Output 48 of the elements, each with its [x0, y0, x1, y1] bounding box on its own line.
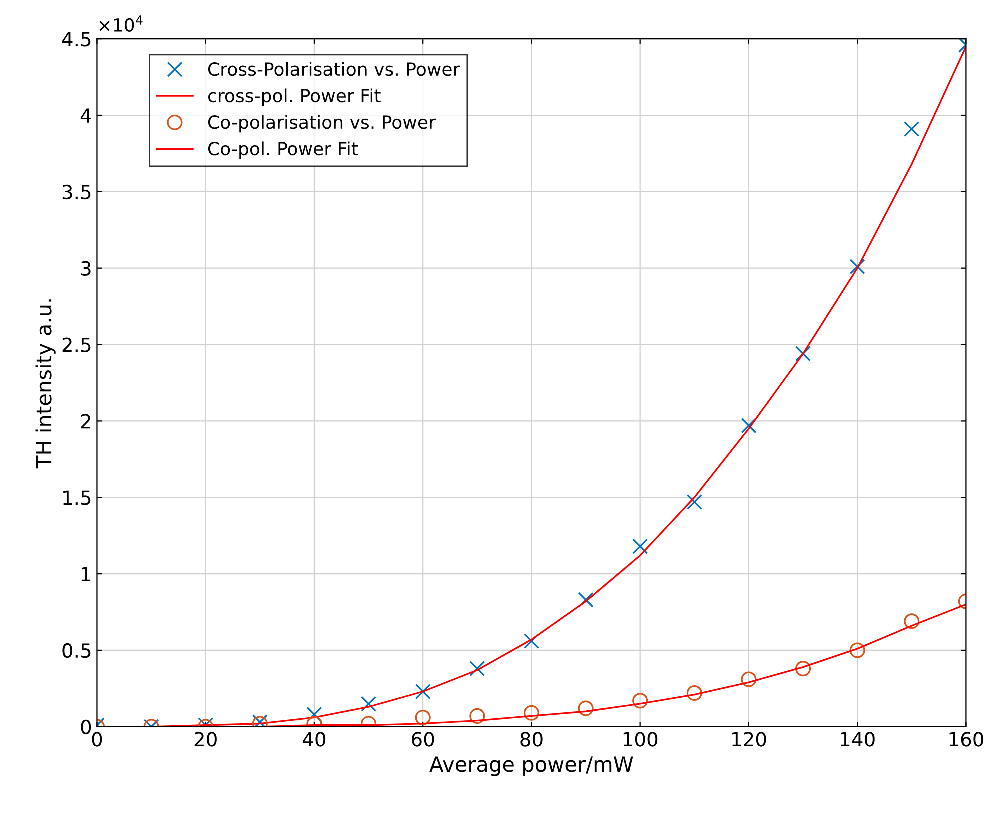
y-tick-label: 2.5 [62, 338, 91, 352]
x-tick-label: 80 [520, 732, 543, 747]
x-axis-title: Average power/mW [430, 756, 634, 776]
point [632, 538, 648, 554]
y-tick-label: 1 [82, 567, 91, 582]
point [578, 700, 594, 716]
y-tick-label: 4.5 [62, 32, 91, 47]
point [470, 661, 486, 677]
y-tick-label: 0 [81, 720, 92, 735]
y-tick-label: 0.5 [62, 643, 91, 658]
x-tick-label: 60 [412, 732, 434, 747]
point [578, 592, 594, 608]
x-tick-label: 0 [92, 732, 102, 747]
text: ×10$^{4}$ [100, 16, 143, 32]
point [850, 259, 866, 275]
point [686, 494, 702, 510]
point [306, 706, 322, 722]
point [904, 121, 920, 138]
y-tick-label: 1.5 [64, 490, 91, 506]
x-tick-label: 20 [194, 732, 217, 747]
point [850, 642, 866, 658]
point [360, 696, 377, 712]
legend-label: Cross-Polarisation vs. Power [208, 62, 460, 76]
point [524, 705, 540, 721]
legend-label: Co-polarisation vs. Power [208, 115, 436, 133]
y-axis-title: TH intensity a.u. [36, 300, 56, 469]
x-tick-label: 160 [950, 732, 984, 747]
point [415, 684, 431, 700]
point [741, 418, 757, 434]
y-tick-label: 2 [81, 414, 90, 429]
y-tick-label: 3.5 [62, 184, 91, 200]
point [632, 693, 648, 709]
point [795, 346, 812, 362]
point [415, 710, 431, 726]
x-tick-label: 140 [841, 732, 875, 747]
x-tick-label: 120 [732, 732, 766, 747]
point [686, 685, 702, 702]
legend-label: cross-pol. Power Fit [208, 88, 381, 106]
point [795, 661, 812, 677]
x-tick-label: 40 [303, 732, 326, 747]
point [470, 708, 486, 724]
point [524, 634, 540, 650]
y-tick-label: 4 [80, 108, 92, 123]
point [741, 672, 757, 688]
point [904, 614, 920, 630]
legend-label: Co-pol. Power Fit [208, 142, 358, 160]
x-tick-label: 100 [624, 732, 658, 747]
y-tick-label: 3 [81, 261, 91, 276]
